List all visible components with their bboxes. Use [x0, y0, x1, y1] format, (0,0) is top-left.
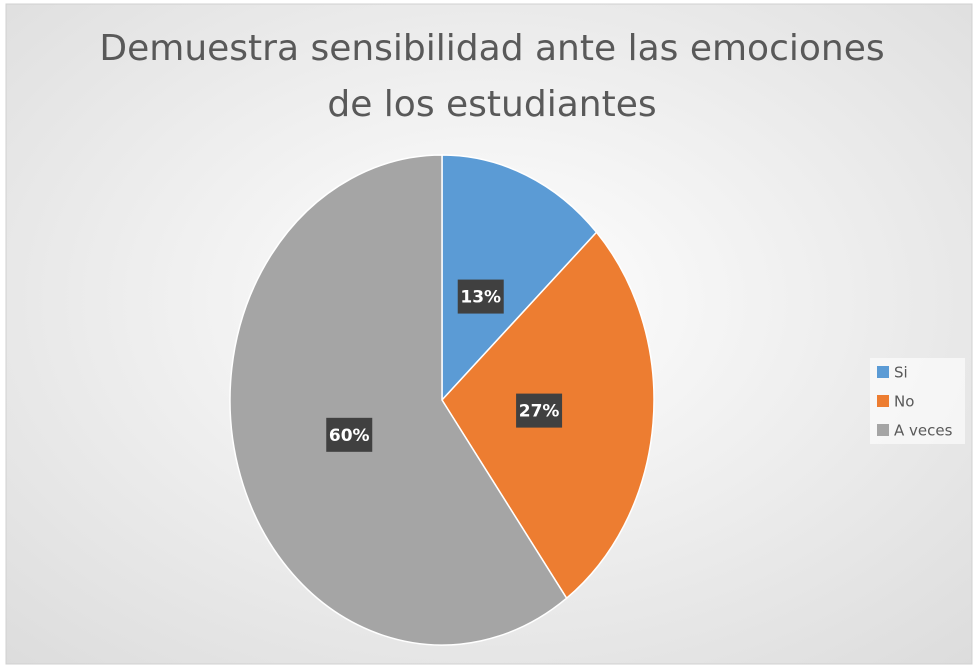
pie-slice: [229, 154, 568, 646]
chart-title: de los estudiantes: [327, 84, 656, 125]
data-label-box: [457, 279, 504, 314]
legend-swatch: [877, 395, 889, 407]
pie: 13% 27% 60%: [229, 154, 655, 646]
pie-slice: [441, 154, 598, 402]
chart-title: Demuestra sensibilidad ante las emocione…: [99, 28, 884, 69]
legend-swatch: [877, 424, 889, 436]
legend-label: No: [894, 393, 914, 411]
legend: Si No A veces: [870, 358, 965, 444]
data-label-box: [516, 393, 563, 428]
data-label-box: [326, 417, 373, 452]
legend-swatch: [877, 366, 889, 378]
data-label: 60%: [329, 426, 370, 446]
legend-label: Si: [894, 364, 908, 382]
data-label: 13%: [460, 288, 501, 308]
legend-label: A veces: [894, 422, 953, 440]
data-label: 27%: [519, 402, 560, 422]
